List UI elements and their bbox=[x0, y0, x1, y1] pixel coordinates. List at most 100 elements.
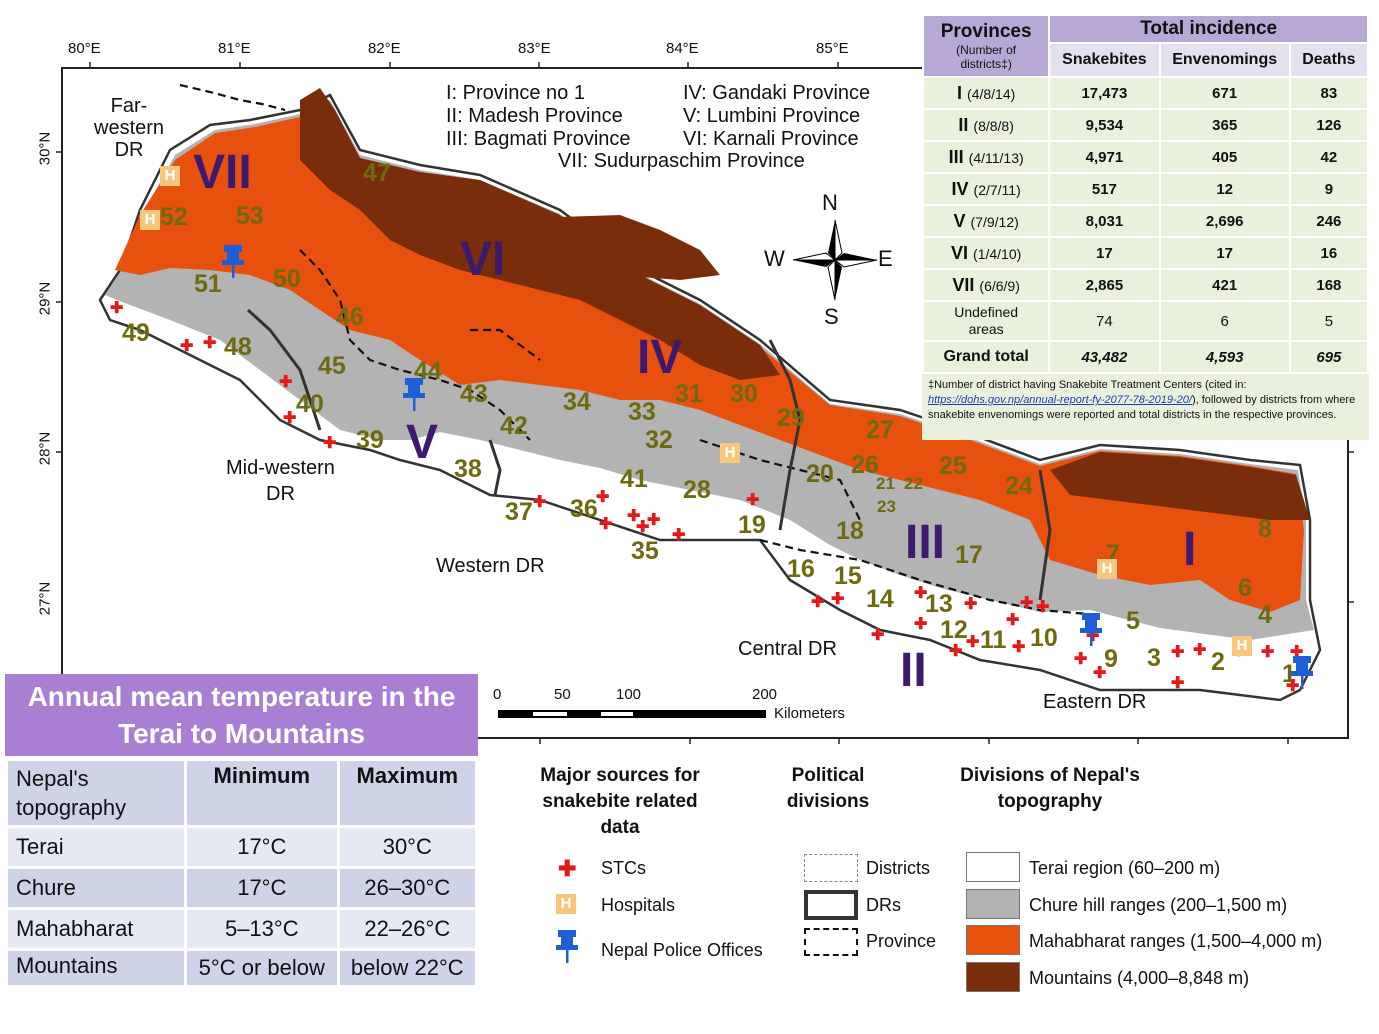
province-numeral-1: I bbox=[1183, 523, 1197, 576]
province-key-2: II: Madesh Province bbox=[446, 105, 623, 127]
stc-icon: ✚ bbox=[1193, 642, 1207, 659]
compass-icon bbox=[792, 219, 878, 301]
legend-districts: Districts bbox=[866, 858, 930, 878]
lat-label-27: 27°N bbox=[36, 581, 54, 616]
col-envenomings: Envenomings bbox=[1160, 44, 1289, 76]
total-incidence-header: Total incidence bbox=[1050, 16, 1367, 42]
district-label-41: 41 bbox=[620, 465, 648, 493]
incidence-rows: I (4/8/14) 17,473 671 83 II (8/8/8) 9,534 365… bbox=[924, 78, 1367, 372]
province-numeral-6: VI bbox=[460, 233, 506, 286]
mountain-region-north bbox=[560, 215, 720, 280]
district-label-5: 5 bbox=[1126, 607, 1140, 635]
district-label-28: 28 bbox=[683, 476, 711, 504]
stc-icon: ✚ bbox=[599, 516, 613, 533]
district-label-27: 27 bbox=[866, 416, 894, 444]
incidence-table: Provinces (Number of districts‡) Total i… bbox=[922, 14, 1369, 374]
col-snakebites: Snakebites bbox=[1050, 44, 1159, 76]
stc-icon: ✚ bbox=[1020, 595, 1034, 612]
stc-icon: ✚ bbox=[811, 594, 825, 611]
district-label-36: 36 bbox=[570, 495, 598, 523]
lat-label-28: 28°N bbox=[36, 431, 54, 466]
legend-political-title: Political divisions bbox=[786, 765, 870, 812]
province-numeral-7: VII bbox=[193, 146, 252, 199]
table-row: Chure 17°C 26–30°C bbox=[8, 869, 475, 907]
district-label-49: 49 bbox=[122, 319, 150, 347]
compass-s: S bbox=[824, 304, 839, 329]
district-label-35: 35 bbox=[631, 537, 659, 565]
stc-icon: ✚ bbox=[831, 591, 845, 608]
stc-icon: ✚ bbox=[1093, 665, 1107, 682]
dr-label-mid-western: Mid-western DR bbox=[226, 457, 335, 505]
stc-icon: ✚ bbox=[1006, 612, 1020, 629]
mountain-region-east bbox=[1050, 452, 1310, 520]
stc-icon: ✚ bbox=[627, 508, 641, 525]
district-label-53: 53 bbox=[236, 202, 264, 230]
districts-swatch bbox=[804, 854, 858, 882]
mountain-region bbox=[300, 88, 780, 380]
district-label-16: 16 bbox=[787, 555, 815, 583]
province-key-4: IV: Gandaki Province bbox=[683, 82, 871, 104]
district-label-42: 42 bbox=[500, 412, 528, 440]
drs-swatch bbox=[804, 890, 858, 920]
stc-icon: ✚ bbox=[949, 643, 963, 660]
district-label-48: 48 bbox=[224, 333, 252, 361]
stc-icon: ✚ bbox=[964, 596, 978, 613]
stc-icon: ✚ bbox=[672, 527, 686, 544]
stc-icon: ✚ bbox=[558, 856, 577, 881]
province-key-7: VII: Sudurpaschim Province bbox=[558, 150, 805, 172]
chure-swatch bbox=[966, 889, 1020, 919]
dr-label-western: Western DR bbox=[436, 555, 545, 577]
district-label-32: 32 bbox=[645, 426, 673, 454]
hospital-icon: H bbox=[720, 443, 740, 463]
table-row: Mahabharat 5–13°C 22–26°C bbox=[8, 910, 475, 948]
district-label-29: 29 bbox=[777, 404, 805, 432]
police-pin-icon bbox=[1291, 656, 1313, 689]
stc-icon: ✚ bbox=[871, 627, 885, 644]
stc-icon: ✚ bbox=[1261, 644, 1275, 661]
undefined-row: Undefined areas 74 6 5 bbox=[924, 302, 1367, 340]
legend-mountains: Mountains (4,000–8,848 m) bbox=[1029, 968, 1250, 988]
dr-label-eastern: Eastern DR bbox=[1043, 691, 1147, 713]
district-label-30: 30 bbox=[730, 380, 758, 408]
district-label-1: 1 bbox=[1282, 660, 1296, 688]
district-label-2: 2 bbox=[1211, 648, 1225, 676]
district-label-46: 46 bbox=[336, 303, 364, 331]
police-pin-icon bbox=[556, 930, 578, 963]
compass-w: W bbox=[764, 246, 785, 271]
police-pin-icon bbox=[222, 245, 244, 278]
footnote-link[interactable]: https://dohs.gov.np/annual-report-fy-207… bbox=[928, 394, 1192, 406]
district-label-51: 51 bbox=[194, 270, 222, 298]
stc-icon: ✚ bbox=[1171, 644, 1185, 661]
district-label-19: 19 bbox=[738, 511, 766, 539]
district-label-26: 26 bbox=[851, 451, 879, 479]
stc-icon: ✚ bbox=[323, 435, 337, 452]
province-key-3: III: Bagmati Province bbox=[446, 128, 631, 150]
scale-tick-0: 0 bbox=[493, 686, 502, 703]
district-label-38: 38 bbox=[454, 455, 482, 483]
legend-police: Nepal Police Offices bbox=[601, 940, 763, 960]
provinces-header-cell: Provinces (Number of districts‡) bbox=[924, 16, 1049, 76]
lon-label-84: 84°E bbox=[666, 40, 699, 57]
table-row: III (4/11/13) 4,971 405 42 bbox=[924, 142, 1367, 172]
district-label-21: 21 bbox=[876, 474, 895, 493]
district-label-8: 8 bbox=[1258, 515, 1272, 543]
col-deaths: Deaths bbox=[1290, 44, 1367, 76]
stc-icon: ✚ bbox=[1012, 639, 1026, 656]
stc-icon: ✚ bbox=[596, 489, 610, 506]
scale-bar-body bbox=[498, 710, 766, 718]
hospital-icon: H bbox=[160, 166, 180, 186]
hospital-icon: H bbox=[140, 210, 160, 230]
compass-n: N bbox=[822, 190, 838, 215]
legend-terai: Terai region (60–200 m) bbox=[1029, 858, 1221, 878]
legend-sources-title: Major sources for snakebite related data bbox=[540, 765, 700, 838]
district-label-24: 24 bbox=[1005, 472, 1033, 500]
province-key-right: IV: Gandaki Province V: Lumbini Province… bbox=[683, 82, 870, 151]
table-row: V (7/9/12) 8,031 2,696 246 bbox=[924, 206, 1367, 236]
stc-icon: ✚ bbox=[180, 338, 194, 355]
province-key-1: I: Province no 1 bbox=[446, 82, 585, 104]
legend-mahabharat: Mahabharat ranges (1,500–4,000 m) bbox=[1029, 931, 1323, 951]
province-numeral-4: IV bbox=[637, 331, 683, 384]
district-label-18: 18 bbox=[836, 517, 864, 545]
table-row: Terai 17°C 30°C bbox=[8, 828, 475, 866]
district-label-10: 10 bbox=[1030, 624, 1058, 652]
